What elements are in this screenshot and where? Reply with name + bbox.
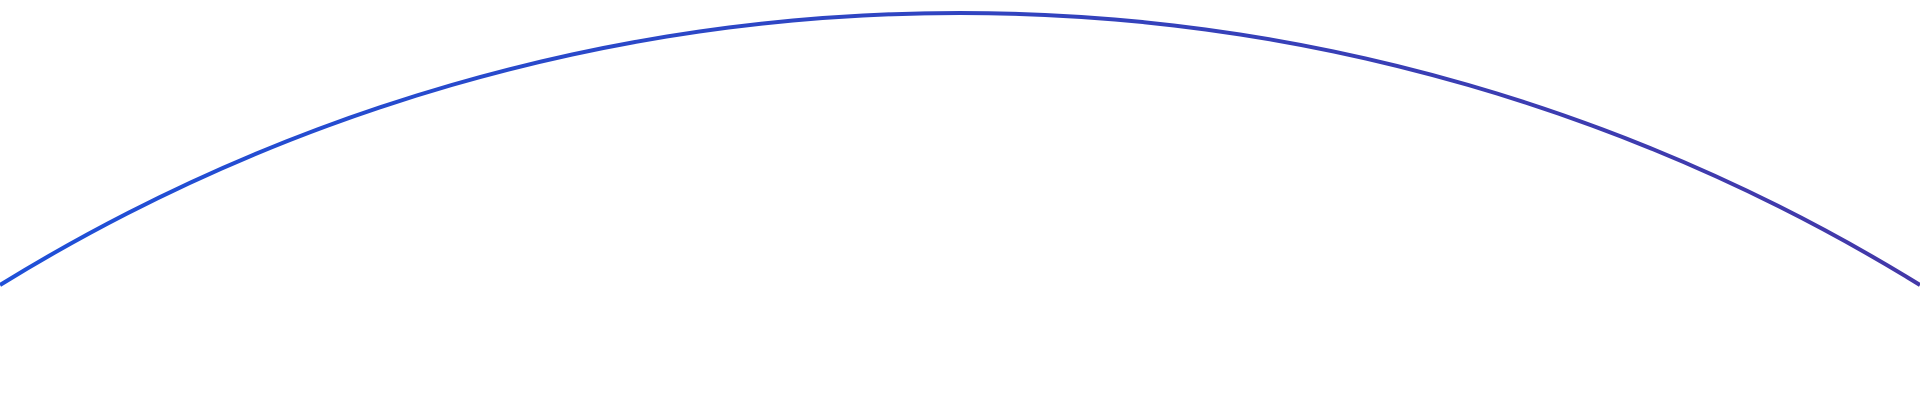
- arc-line: [0, 11, 1920, 287]
